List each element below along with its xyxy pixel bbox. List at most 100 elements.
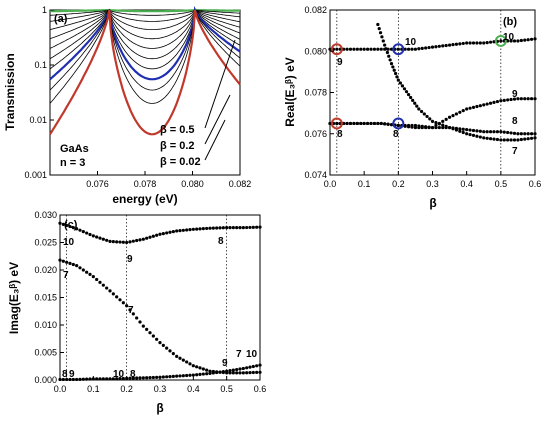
panel-c-point-s2-0-4 — [71, 377, 75, 382]
panel-c-point-s2-6-3 — [168, 374, 172, 379]
panel-b-point-s3-1-4 — [388, 58, 392, 62]
panel-b-point-s3-7-4 — [461, 130, 465, 135]
transmission-curve-0 — [50, 8, 240, 13]
panel-b-point-s0-11-4 — [529, 37, 534, 41]
panel-b-point-s1-8-4 — [478, 129, 482, 133]
panel-c-point-s2-0-3 — [68, 377, 72, 382]
panel-b-point-s3-11-4 — [529, 136, 534, 140]
panel-a-xtick-label-0: 0.076 — [86, 179, 109, 189]
panel-c-point-s2-3-4 — [121, 376, 125, 381]
panel-b-point-s2-9-1 — [485, 102, 489, 106]
panel-b-point-s3-1-2 — [385, 50, 389, 55]
panel-c-point-s1-4-2 — [131, 312, 135, 316]
panel-b-point-s0-1-0 — [345, 47, 349, 51]
panel-b-point-s0-2-0 — [362, 47, 366, 51]
panel-b-point-s0-6-2 — [437, 44, 441, 48]
panel-b-point-s3-9-1 — [485, 136, 489, 140]
panel-c-point-s0-8-0 — [191, 227, 195, 231]
panel-b-point-s3-4-2 — [411, 98, 415, 102]
panel-b-point-s1-11-4 — [529, 132, 534, 136]
panel-c-point-s1-10-4 — [238, 371, 242, 375]
panel-a-label: (a) — [54, 13, 68, 25]
panel-b-point-s1-9-4 — [495, 130, 500, 134]
panel-c-point-s0-2-2 — [98, 236, 102, 240]
panel-a-curves — [49, 5, 241, 136]
panel-b-point-s2-5-4 — [427, 125, 431, 130]
panel-c-point-s2-9-0 — [208, 371, 212, 375]
panel-c-point-s1-10-3 — [235, 371, 239, 375]
panel-b-point-s1-9-2 — [488, 130, 493, 134]
panel-b-point-s1-end — [533, 132, 537, 136]
panel-b-point-s2-3-1 — [383, 122, 387, 126]
panel-c-point-s1-7-0 — [175, 354, 179, 358]
panel-c-point-s1-4-3 — [135, 316, 139, 320]
panel-c-point-s2-11-3 — [251, 364, 255, 369]
panel-c-point-s1-6-3 — [168, 349, 172, 353]
panel-b-point-s2-9-2 — [488, 101, 493, 105]
panel-c-point-s0-10-0 — [225, 226, 229, 230]
panel-b-point-s0-3-0 — [379, 47, 383, 51]
panel-b-point-s3-2-1 — [391, 65, 395, 69]
panel-b-point-s3-9-3 — [492, 137, 496, 141]
panel-b-point-s2-11-1 — [519, 97, 523, 101]
panel-b-xtick-label-0: 0.0 — [324, 179, 337, 189]
panel-c-point-s1-2-3 — [101, 283, 105, 287]
panel-a-pointer-0.02 — [204, 119, 226, 161]
panel-c-ytick-label-0: 0.000 — [34, 375, 57, 385]
panel-c-point-s2-4-4 — [138, 376, 142, 380]
panel-a-xtick-label-2: 0.080 — [181, 179, 204, 189]
panel-b-point-s0-4-4 — [410, 47, 414, 51]
panel-b-point-s0-7-2 — [454, 42, 459, 46]
panel-c-point-s0-11-4 — [255, 225, 259, 229]
panel-c-point-s0-4-1 — [128, 240, 132, 244]
panel-c-point-s2-6-2 — [165, 375, 169, 379]
panel-c-point-s1-7-1 — [178, 356, 182, 360]
panel-c-point-s0-7-2 — [181, 228, 185, 232]
panel-c-point-s0-0-3 — [68, 224, 72, 229]
panel-b-point-s3-10-0 — [499, 138, 503, 142]
panel-c-point-s2-2-2 — [98, 377, 102, 381]
panel-b-point-s0-1-2 — [352, 47, 356, 51]
panel-c-point-s0-6-2 — [165, 231, 169, 235]
panel-b-point-s3-11-0 — [516, 138, 520, 142]
panel-b-point-s3-10-1 — [502, 138, 506, 142]
panel-b-point-s2-10-1 — [502, 98, 506, 102]
panel-c-point-s0-7-4 — [188, 228, 192, 232]
transmission-curve-8 — [49, 5, 241, 81]
panel-c-point-s1-2-2 — [98, 280, 102, 284]
panel-b-pt-9: 9 — [337, 57, 343, 68]
panel-c-point-s0-9-4 — [221, 226, 225, 230]
panel-c-point-s1-7-3 — [185, 360, 189, 364]
panel-b-point-s2-7-4 — [461, 109, 465, 113]
panel-b-point-s1-10-0 — [499, 130, 503, 134]
panel-b-point-s0-0-4 — [342, 47, 346, 51]
panel-b-point-s2-6-1 — [434, 123, 438, 128]
panel-a-ytick-label-0: 0.001 — [24, 170, 47, 180]
panel-b-pt-8a: 8 — [337, 129, 343, 140]
panel-c-point-s1-11-4 — [255, 370, 259, 375]
panel-c-point-s2-6-4 — [171, 374, 175, 378]
panel-c-point-s0-10-1 — [228, 226, 232, 230]
panel-b-point-s0-8-4 — [478, 41, 482, 45]
panel-c-point-s2-7-3 — [185, 373, 189, 378]
panel-b-point-s3-5-2 — [422, 112, 426, 116]
panel-c-point-s1-11-0 — [241, 371, 245, 375]
panel-c-point-s1-2-0 — [91, 275, 95, 279]
panel-c-point-s1-11-2 — [248, 371, 252, 375]
panel-b-point-s0-11-2 — [523, 38, 527, 42]
panel-b-ytick-label-2: 0.078 — [304, 88, 327, 98]
panel-b-point-s0-6-3 — [441, 44, 445, 48]
panel-c-pt-7c: 7 — [236, 349, 242, 360]
panel-c-point-s2-0-2 — [65, 377, 69, 382]
panel-c-point-s0-5-3 — [151, 234, 155, 238]
panel-c-point-s1-1-0 — [75, 264, 79, 268]
panel-c: 0.0 0.1 0.2 0.3 0.4 0.5 0.6 0.000 0.005 0.010 0.01… — [7, 210, 266, 415]
panel-b-point-s0-7-0 — [447, 43, 452, 47]
panel-c-point-s1-5-4 — [155, 337, 159, 341]
panel-c-point-s0-3-0 — [108, 239, 112, 243]
panel-c-axes: 0.0 0.1 0.2 0.3 0.4 0.5 0.6 0.000 0.005 0.010 0.01… — [34, 210, 266, 394]
panel-c-point-s2-9-1 — [211, 371, 215, 375]
panel-b-point-s3-11-1 — [519, 137, 523, 142]
panel-b-label: (b) — [503, 16, 517, 28]
